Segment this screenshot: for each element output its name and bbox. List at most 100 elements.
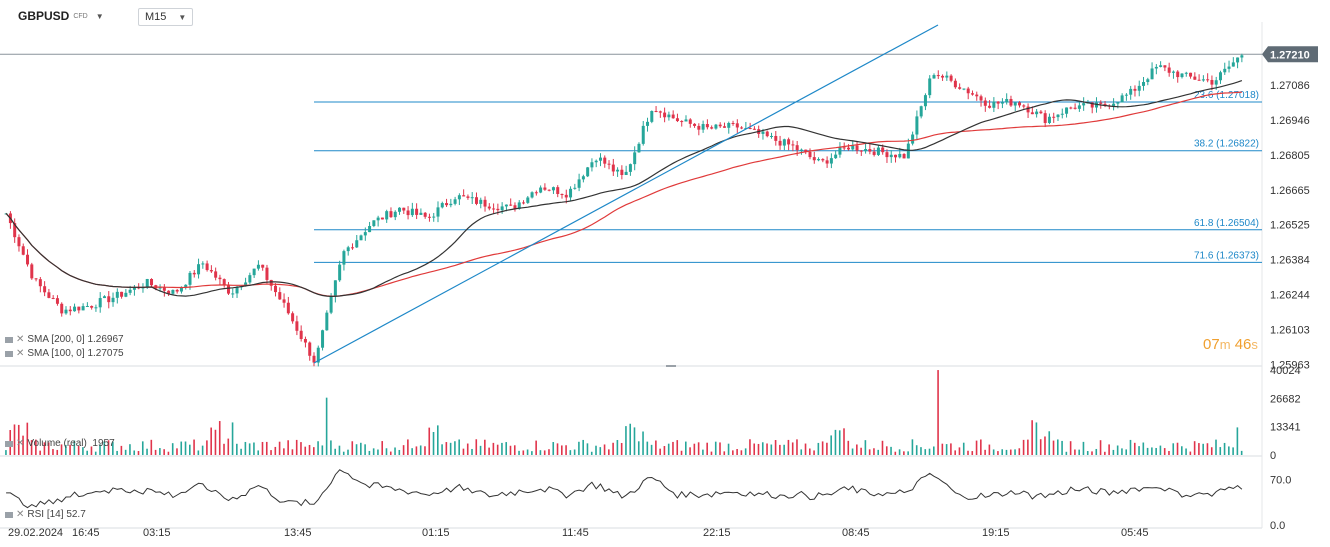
settings-icon[interactable] — [5, 511, 13, 518]
volume-bar — [779, 444, 781, 455]
volume-bar — [958, 447, 961, 455]
candle — [522, 202, 526, 204]
rsi-legend[interactable]: ✕ RSI [14] 52.7 — [5, 509, 86, 520]
candle — [1018, 102, 1022, 106]
volume-bar — [522, 450, 525, 455]
price-tick-label: 1.26384 — [1270, 255, 1310, 267]
sma100-legend[interactable]: ✕ SMA [100, 0] 1.27075 — [5, 348, 124, 359]
candle — [363, 232, 367, 236]
candle — [453, 199, 457, 204]
volume-bar — [206, 440, 208, 455]
rsi-value: 52.7 — [66, 509, 86, 520]
candle — [1022, 105, 1026, 107]
volume-bar — [573, 449, 576, 455]
candle — [675, 118, 679, 122]
volume-bar — [1181, 446, 1183, 455]
volume-bar — [740, 450, 743, 455]
close-icon[interactable]: ✕ — [16, 334, 25, 345]
candle — [560, 193, 564, 195]
timer-seconds-unit: s — [1251, 337, 1258, 352]
candle — [415, 208, 419, 215]
volume-bar — [1039, 439, 1042, 455]
volume-bar — [381, 441, 384, 455]
volume-bar — [415, 446, 418, 455]
volume-bar — [590, 451, 593, 455]
volume-bar — [466, 443, 469, 455]
candle — [799, 149, 803, 151]
volume-legend[interactable]: ✕ Volume (real) 1957 — [5, 438, 115, 449]
candle — [462, 195, 466, 197]
candle — [581, 176, 585, 180]
volume-bar — [484, 439, 486, 455]
volume-bar — [454, 441, 456, 455]
candle — [923, 95, 927, 107]
volume-bar — [706, 442, 708, 455]
candle — [646, 121, 650, 126]
volume-bar — [1172, 443, 1175, 455]
settings-icon[interactable] — [5, 440, 13, 447]
candle — [812, 157, 816, 161]
candle — [402, 207, 406, 211]
volume-bar — [685, 441, 687, 455]
candle — [898, 153, 902, 158]
volume-bar — [920, 447, 922, 455]
volume-bar — [287, 440, 289, 455]
candle — [120, 291, 124, 297]
candle — [1163, 65, 1167, 68]
symbol-selector[interactable]: GBPUSD CFD ▼ — [18, 6, 104, 26]
candle — [145, 278, 149, 288]
timeframe-selector[interactable]: M15 ▼ — [138, 8, 194, 26]
volume-bar — [1240, 450, 1243, 455]
candle — [124, 292, 128, 297]
volume-bar — [757, 443, 760, 455]
volume-bar — [1168, 450, 1170, 455]
candle — [21, 246, 25, 255]
volume-bar — [338, 445, 341, 455]
candle — [710, 127, 714, 129]
volume-bar — [39, 450, 41, 455]
candle — [325, 312, 329, 331]
close-icon[interactable]: ✕ — [16, 509, 25, 520]
volume-bar — [975, 440, 978, 455]
candle — [248, 275, 252, 283]
volume-bar — [1069, 441, 1072, 455]
volume-bar — [625, 426, 627, 455]
candle — [740, 127, 744, 129]
volume-bar — [69, 444, 71, 455]
settings-icon[interactable] — [5, 350, 13, 357]
volume-bar — [94, 451, 97, 455]
volume-bar — [159, 448, 161, 455]
close-icon[interactable]: ✕ — [16, 438, 25, 449]
volume-bar — [30, 440, 33, 455]
close-icon[interactable]: ✕ — [16, 348, 25, 359]
candle — [876, 147, 880, 155]
volume-bar — [411, 448, 413, 455]
volume-bar — [300, 442, 302, 455]
settings-icon[interactable] — [5, 336, 13, 343]
candle — [47, 292, 51, 298]
volume-bars — [5, 370, 1243, 455]
volume-bar — [129, 444, 131, 455]
volume-bar — [313, 447, 315, 455]
volume-bar — [1228, 446, 1230, 455]
volume-bar — [1116, 445, 1119, 455]
volume-bar — [898, 449, 901, 455]
candle — [970, 93, 974, 95]
candle — [81, 306, 85, 311]
volume-bar — [608, 449, 610, 455]
volume-bar — [736, 449, 738, 455]
volume-bar — [1099, 440, 1102, 455]
volume-bar — [265, 441, 268, 455]
volume-bar — [112, 441, 114, 455]
sma200-legend[interactable]: ✕ SMA [200, 0] 1.26967 — [5, 334, 124, 345]
volume-bar — [890, 446, 892, 455]
volume-bar — [193, 439, 195, 455]
sma200-value: 1.26967 — [87, 334, 124, 345]
volume-bar — [1044, 436, 1046, 455]
candle — [1159, 65, 1163, 67]
candle — [1137, 85, 1141, 91]
candle — [175, 289, 179, 292]
volume-bar — [1129, 439, 1132, 455]
volume-bar — [860, 447, 862, 455]
